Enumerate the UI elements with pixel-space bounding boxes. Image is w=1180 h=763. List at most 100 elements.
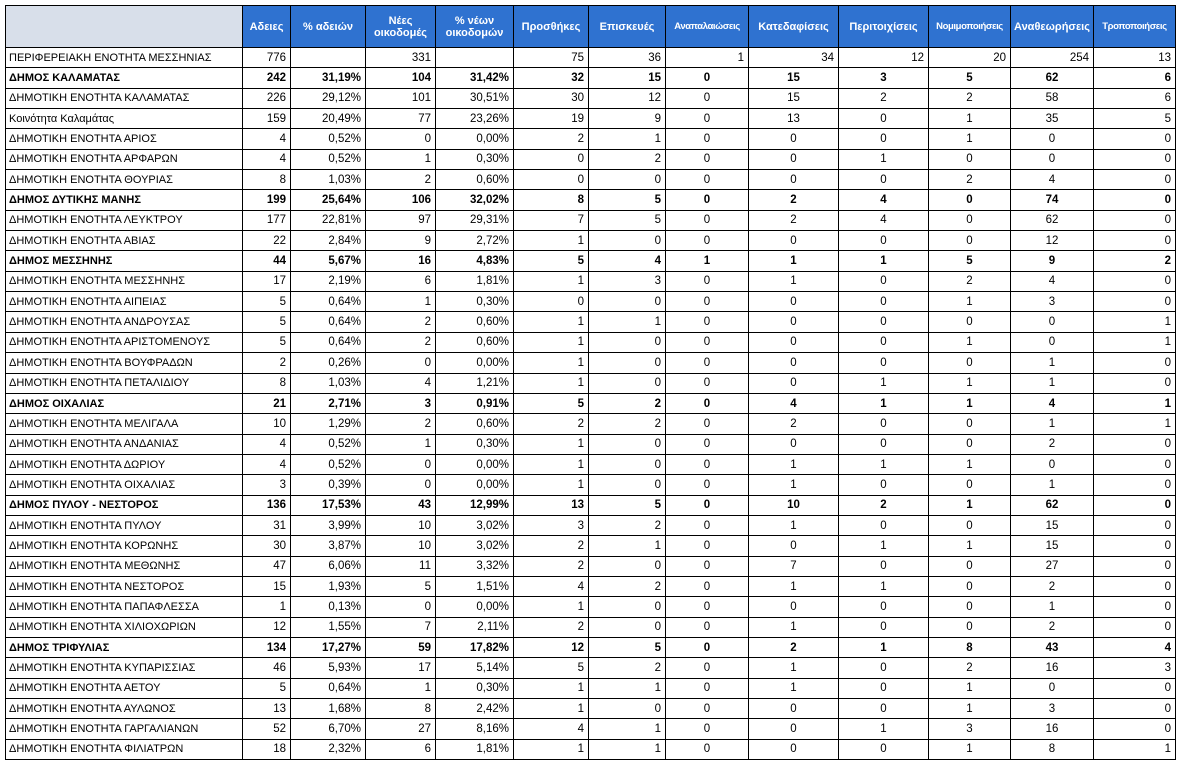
table-cell: 2 [748,189,839,211]
table-cell: 0 [665,413,749,435]
table-cell: 12 [513,636,589,659]
table-cell: 1 [838,372,929,394]
table-cell: 59 [365,636,436,659]
row-label: ΔΗΜΟΤΙΚΗ ΕΝΟΤΗΤΑ ΜΕΣΣΗΝΗΣ [5,270,243,293]
table-cell: 52 [242,718,291,740]
table-cell: 1 [928,291,1011,313]
table-cell: 1,03% [290,169,366,191]
table-cell: 0 [928,311,1011,333]
table-cell: 1 [748,677,839,700]
table-cell: 1,29% [290,413,366,435]
table-cell: 1 [1093,311,1176,333]
table-cell: 136 [242,494,291,516]
row-label: ΔΗΜΟΣ ΜΕΣΣΗΝΗΣ [5,250,243,272]
table-cell: 5 [928,250,1011,272]
table-row: ΔΗΜΟΤΙΚΗ ΕΝΟΤΗΤΑ ΑΒΙΑΣ 22 2,84% 9 2,72% 1 0 0 0 0… [5,230,1176,252]
table-cell: 4 [748,392,839,415]
table-cell: 1,81% [435,738,514,761]
table-cell: 0,00% [435,128,514,150]
table-cell: 77 [365,108,436,130]
table-cell: 0 [665,433,749,455]
table-cell: 4 [588,250,666,272]
table-cell: 1 [1010,413,1094,435]
table-cell: 0 [1093,433,1176,455]
table-cell: 43 [365,494,436,516]
table-cell: 0,52% [290,453,366,476]
table-cell: 3,02% [435,514,514,537]
table-cell: 1 [513,453,589,476]
table-cell: 1 [928,372,1011,394]
table-cell: 4 [1010,392,1094,415]
table-row: ΠΕΡΙΦΕΡΕΙΑΚΗ ΕΝΟΤΗΤΑ ΜΕΣΣΗΝΙΑΣ 776 331 75 36… [5,46,1176,69]
table-cell: 1 [748,474,839,496]
table-cell: 101 [365,87,436,110]
table-cell: 0,30% [435,677,514,700]
table-cell: 9 [1010,250,1094,272]
table-cell: 0,00% [435,596,514,618]
table-cell: 0 [928,433,1011,455]
row-label: ΔΗΜΟΣ ΤΡΙΦΥΛΙΑΣ [5,636,243,659]
table-cell: 1 [365,148,436,171]
table-cell: 62 [1010,209,1094,232]
table-cell: 2 [1093,250,1176,272]
table-row: ΔΗΜΟΤΙΚΗ ΕΝΟΤΗΤΑ ΑΡΙΣΤΟΜΕΝΟΥΣ 5 0,64% 2 0,60… [5,331,1176,354]
row-label: ΠΕΡΙΦΕΡΕΙΑΚΗ ΕΝΟΤΗΤΑ ΜΕΣΣΗΝΙΑΣ [5,46,243,69]
table-cell: 1 [513,372,589,394]
table-cell: 0 [588,453,666,476]
table-cell: 15 [1010,514,1094,537]
table-row: ΔΗΜΟΤΙΚΗ ΕΝΟΤΗΤΑ ΚΥΠΑΡΙΣΣΙΑΣ 46 5,93% 17 5,1… [5,657,1176,679]
table-cell: 0 [665,108,749,130]
table-cell: 7 [513,209,589,232]
table-cell: 12,99% [435,494,514,516]
table-cell: 1 [1093,413,1176,435]
table-cell: 27 [1010,555,1094,577]
table-cell: 1 [588,738,666,761]
table-cell: 5 [513,392,589,415]
table-cell: 1 [513,474,589,496]
column-header: Αναθεωρήσεις [1010,5,1094,48]
table-cell: 134 [242,636,291,659]
column-header: Νέες οικοδομές [365,5,436,48]
table-cell: 0 [838,352,929,374]
column-header: Αναπαλαιώσεις [665,5,749,48]
table-cell: 0,64% [290,677,366,700]
table-cell: 5,14% [435,657,514,679]
table-cell: 6,06% [290,555,366,577]
table-cell: 3 [242,474,291,496]
table-cell: 0 [838,738,929,761]
table-cell: 8,16% [435,718,514,740]
table-cell: 1 [365,433,436,455]
table-cell: 0 [1093,596,1176,618]
table-cell: 0 [665,169,749,191]
table-cell: 0 [748,718,839,740]
table-cell: 0 [838,311,929,333]
table-cell: 17,82% [435,636,514,659]
table-cell: 1,55% [290,616,366,638]
table-cell: 0 [838,657,929,679]
table-cell: 1,03% [290,372,366,394]
table-cell: 12 [588,87,666,110]
table-cell: 0 [588,352,666,374]
table-row: ΔΗΜΟΤΙΚΗ ΕΝΟΤΗΤΑ ΚΑΛΑΜΑΤΑΣ 226 29,12% 101 30… [5,87,1176,110]
table-cell: 0,30% [435,291,514,313]
row-label: ΔΗΜΟΤΙΚΗ ΕΝΟΤΗΤΑ ΠΥΛΟΥ [5,514,243,537]
table-cell: 254 [1010,46,1094,69]
row-label: ΔΗΜΟΤΙΚΗ ΕΝΟΤΗΤΑ ΧΙΛΙΟΧΩΡΙΩΝ [5,616,243,638]
column-header: % αδειών [290,5,366,48]
table-cell: 5,93% [290,657,366,679]
table-cell: 46 [242,657,291,679]
table-cell: 0,00% [435,474,514,496]
table-cell: 8 [1010,738,1094,761]
table-cell: 4 [242,453,291,476]
table-cell: 0 [1093,718,1176,740]
table-cell: 0,60% [435,331,514,354]
table-cell: 0 [1093,372,1176,394]
table-cell: 13 [513,494,589,516]
table-cell: 0 [1093,616,1176,638]
table-cell: 43 [1010,636,1094,659]
table-cell: 16 [1010,718,1094,740]
table-cell: 1 [1010,596,1094,618]
table-cell: 0,64% [290,331,366,354]
table-cell: 0 [1093,535,1176,557]
table-row: ΔΗΜΟΤΙΚΗ ΕΝΟΤΗΤΑ ΧΙΛΙΟΧΩΡΙΩΝ 12 1,55% 7 2,11… [5,616,1176,638]
